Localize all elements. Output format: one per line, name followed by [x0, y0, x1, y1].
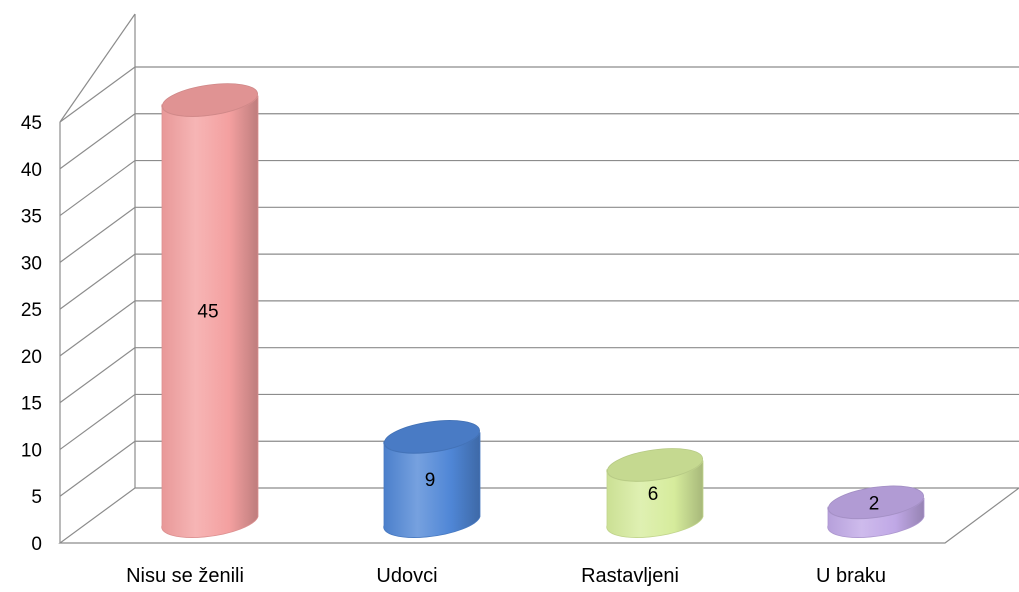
data-labels: 45 9 6 2: [197, 302, 879, 515]
side-gridline-40: [59, 113, 136, 170]
bar-top: [384, 420, 480, 454]
y-tick-label-10: 10: [21, 440, 42, 461]
y-tick-label-5: 5: [31, 487, 42, 508]
bar-top: [607, 448, 703, 482]
y-tick-label-35: 35: [21, 207, 42, 228]
data-label-u-braku: 2: [869, 493, 880, 514]
bar-top: [162, 83, 258, 117]
bar-top: [828, 485, 924, 519]
floor: [58, 487, 1019, 544]
side-gridline-20: [59, 300, 136, 357]
side-gridline-45: [59, 66, 136, 123]
bar-rastavljeni: [606, 448, 704, 538]
gridlines: [59, 66, 1019, 497]
side-gridline-25: [59, 253, 136, 310]
bar-u-braku: [827, 485, 925, 538]
side-gridline-10: [59, 393, 136, 450]
y-tick-label-0: 0: [31, 534, 42, 555]
y-tick-label-40: 40: [21, 160, 42, 181]
y-tick-label-25: 25: [21, 300, 42, 321]
side-gridline-5: [59, 440, 136, 497]
x-tick-label-nisu-se-zenili: Nisu se ženili: [126, 565, 244, 587]
y-tick-label-30: 30: [21, 253, 42, 274]
bar-nisu-se-zenili: [161, 83, 259, 538]
side-wall-top-edge: [59, 13, 136, 123]
x-axis-ticks: Nisu se ženili Udovci Rastavljeni U braku: [126, 565, 886, 587]
y-tick-label-15: 15: [21, 394, 42, 415]
side-gridline-30: [59, 206, 136, 263]
x-tick-label-u-braku: U braku: [816, 565, 886, 587]
bars: [161, 83, 925, 538]
side-gridline-35: [59, 160, 136, 217]
chart-walls: [58, 13, 1019, 544]
side-gridline-15: [59, 347, 136, 404]
y-tick-label-45: 45: [21, 113, 42, 134]
x-tick-label-udovci: Udovci: [376, 565, 437, 587]
y-axis-ticks: 0 5 10 15 20 25 30 35 40 45: [21, 113, 42, 555]
data-label-udovci: 9: [425, 470, 436, 491]
data-label-nisu-se-zenili: 45: [197, 302, 218, 323]
x-tick-label-rastavljeni: Rastavljeni: [581, 565, 679, 587]
y-tick-label-20: 20: [21, 347, 42, 368]
bar-udovci: [383, 420, 481, 538]
data-label-rastavljeni: 6: [648, 484, 659, 505]
